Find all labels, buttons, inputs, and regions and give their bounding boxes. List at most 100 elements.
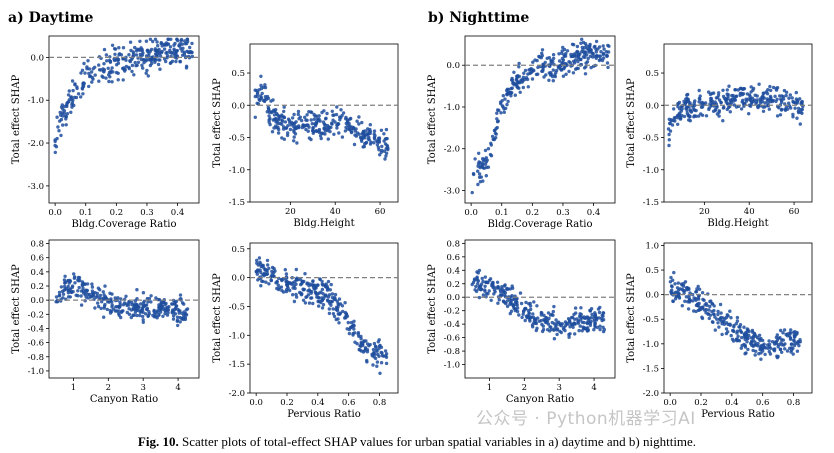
scatter-point xyxy=(371,347,376,352)
scatter-point xyxy=(677,288,681,292)
scatter-point xyxy=(185,37,189,41)
y-tick-label: -0.5 xyxy=(643,134,659,144)
scatter-point xyxy=(263,85,268,90)
scatter-point xyxy=(503,293,507,298)
scatter-point xyxy=(178,44,182,48)
scatter-point xyxy=(751,338,755,342)
x-tick-label: 60 xyxy=(789,207,800,217)
y-tick-label: -1.0 xyxy=(444,361,460,371)
scatter-point xyxy=(751,330,755,334)
scatter-point xyxy=(485,158,489,162)
x-tick-label: 0.1 xyxy=(79,208,93,218)
scatter-point xyxy=(66,291,71,295)
scatter-point xyxy=(82,61,86,66)
scatter-point xyxy=(715,105,719,109)
scatter-point xyxy=(793,106,797,110)
scatter-point xyxy=(103,302,107,307)
scatter-point xyxy=(749,90,753,94)
scatter-point xyxy=(495,286,499,290)
y-tick-label: -0.6 xyxy=(28,339,44,349)
scatter-point xyxy=(259,86,264,91)
scatter-point xyxy=(725,88,729,92)
scatter-point xyxy=(132,313,136,317)
scatter-point xyxy=(534,321,539,326)
scatter-point xyxy=(601,51,606,56)
scatter-point xyxy=(83,71,87,75)
scatter-point xyxy=(146,314,150,318)
scatter-point xyxy=(258,268,262,272)
scatter-point xyxy=(727,84,731,88)
scatter-point xyxy=(150,61,154,66)
scatter-point xyxy=(594,39,599,44)
scatter-point xyxy=(85,67,89,71)
scatter-panel-b-canyon-ratio: 1 2 3 4 -1.0 -0.8 -0.6 -0.4 -0.2 0.0 0.2 0.4 0.6 0.8 C… xyxy=(427,239,616,405)
scatter-point xyxy=(267,120,271,124)
scatter-point xyxy=(476,169,480,173)
scatter-point xyxy=(475,278,479,282)
scatter-point xyxy=(260,279,264,283)
scatter-point xyxy=(585,60,590,64)
scatter-point xyxy=(715,317,719,321)
scatter-point xyxy=(382,139,386,143)
scatter-point xyxy=(143,312,148,316)
scatter-point xyxy=(313,286,317,291)
scatter-point xyxy=(384,151,389,155)
scatter-point xyxy=(773,347,777,351)
scatter-point xyxy=(57,290,62,295)
scatter-point xyxy=(326,299,330,303)
scatter-point xyxy=(591,52,595,56)
scatter-point xyxy=(477,287,481,291)
scatter-point xyxy=(117,46,121,50)
scatter-point xyxy=(144,71,148,75)
scatter-point xyxy=(799,110,803,114)
scatter-point xyxy=(66,279,70,283)
x-tick-label: 0.4 xyxy=(171,208,185,218)
scatter-point xyxy=(724,327,729,331)
scatter-point xyxy=(76,289,80,293)
scatter-point xyxy=(306,129,310,133)
scatter-point xyxy=(497,298,501,302)
scatter-point xyxy=(255,88,259,93)
scatter-point xyxy=(108,311,113,315)
panel-a-title: a) Daytime xyxy=(8,10,94,26)
scatter-point xyxy=(119,53,124,57)
scatter-point xyxy=(267,108,271,112)
scatter-point xyxy=(552,304,556,309)
scatter-point xyxy=(293,132,298,136)
scatter-point xyxy=(514,300,518,304)
scatter-point xyxy=(347,121,351,126)
scatter-point xyxy=(561,327,566,331)
scatter-point xyxy=(91,67,95,71)
scatter-point xyxy=(170,302,174,306)
scatter-point xyxy=(340,135,345,139)
scatter-point xyxy=(102,306,106,310)
scatter-point xyxy=(170,311,174,315)
scatter-point xyxy=(586,326,590,330)
scatter-point xyxy=(64,115,69,119)
y-tick-label: -0.4 xyxy=(28,324,44,334)
scatter-point xyxy=(721,119,725,123)
scatter-point xyxy=(576,59,580,64)
scatter-point xyxy=(384,154,388,158)
scatter-point xyxy=(532,318,537,323)
scatter-point xyxy=(285,284,290,289)
scatter-point xyxy=(773,340,777,344)
scatter-point xyxy=(745,340,749,344)
scatter-point xyxy=(523,318,527,323)
scatter-point xyxy=(677,112,681,116)
scatter-point xyxy=(296,109,301,114)
x-tick-label: 20 xyxy=(285,207,296,217)
scatter-point xyxy=(768,98,772,102)
scatter-point xyxy=(340,304,345,308)
scatter-point xyxy=(793,101,797,105)
scatter-point xyxy=(746,347,750,352)
y-tick-label: -0.5 xyxy=(229,302,245,312)
scatter-point xyxy=(108,291,112,295)
scatter-point xyxy=(307,136,312,140)
scatter-point xyxy=(503,283,507,287)
scatter-point xyxy=(514,82,519,86)
scatter-point xyxy=(588,44,592,48)
scatter-point xyxy=(529,71,533,75)
scatter-point xyxy=(549,72,553,77)
scatter-point xyxy=(560,49,564,53)
